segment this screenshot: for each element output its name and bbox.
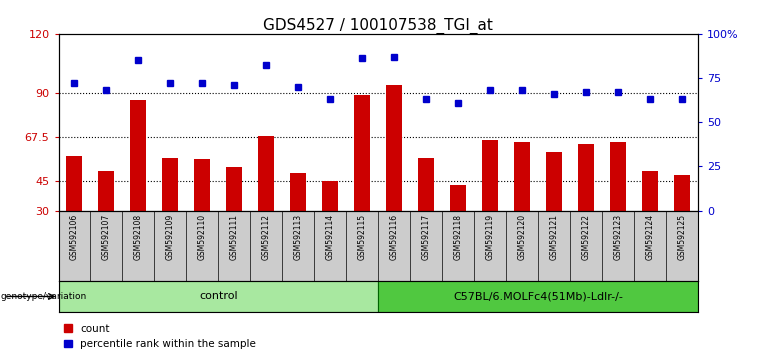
Bar: [546, 152, 562, 211]
Text: GSM592118: GSM592118: [454, 214, 463, 260]
Bar: [578, 144, 594, 211]
Bar: [194, 160, 211, 211]
Bar: [322, 181, 339, 211]
Text: GSM592120: GSM592120: [518, 214, 527, 260]
Bar: [258, 136, 275, 211]
Text: GSM592112: GSM592112: [262, 214, 271, 260]
Text: GSM592122: GSM592122: [582, 214, 590, 260]
Text: GSM592110: GSM592110: [198, 214, 207, 260]
Bar: [354, 95, 370, 211]
Text: GSM592121: GSM592121: [550, 214, 558, 260]
Text: GSM592109: GSM592109: [166, 214, 175, 261]
Text: GSM592124: GSM592124: [646, 214, 654, 260]
Text: GSM592117: GSM592117: [422, 214, 431, 260]
Bar: [418, 158, 434, 211]
Text: GSM592106: GSM592106: [70, 214, 79, 261]
Text: GSM592108: GSM592108: [134, 214, 143, 260]
Text: GSM592115: GSM592115: [358, 214, 367, 260]
Text: GSM592125: GSM592125: [678, 214, 686, 260]
Bar: [378, 281, 698, 312]
Text: GSM592107: GSM592107: [102, 214, 111, 261]
Bar: [226, 167, 243, 211]
Bar: [290, 173, 307, 211]
Bar: [130, 101, 147, 211]
Bar: [610, 142, 626, 211]
Text: genotype/variation: genotype/variation: [1, 292, 87, 301]
Bar: [58, 281, 378, 312]
Bar: [98, 171, 115, 211]
Bar: [162, 158, 179, 211]
Text: control: control: [199, 291, 238, 302]
Title: GDS4527 / 100107538_TGI_at: GDS4527 / 100107538_TGI_at: [264, 17, 493, 34]
Text: C57BL/6.MOLFc4(51Mb)-Ldlr-/-: C57BL/6.MOLFc4(51Mb)-Ldlr-/-: [453, 291, 623, 302]
Bar: [66, 155, 83, 211]
Bar: [450, 185, 466, 211]
Bar: [674, 175, 690, 211]
Bar: [642, 171, 658, 211]
Text: GSM592111: GSM592111: [230, 214, 239, 260]
Bar: [386, 85, 402, 211]
Text: GSM592123: GSM592123: [614, 214, 622, 260]
Text: GSM592113: GSM592113: [294, 214, 303, 260]
Bar: [514, 142, 530, 211]
Bar: [482, 140, 498, 211]
Text: GSM592119: GSM592119: [486, 214, 495, 260]
Text: GSM592114: GSM592114: [326, 214, 335, 260]
Legend: count, percentile rank within the sample: count, percentile rank within the sample: [64, 324, 257, 349]
Text: GSM592116: GSM592116: [390, 214, 399, 260]
